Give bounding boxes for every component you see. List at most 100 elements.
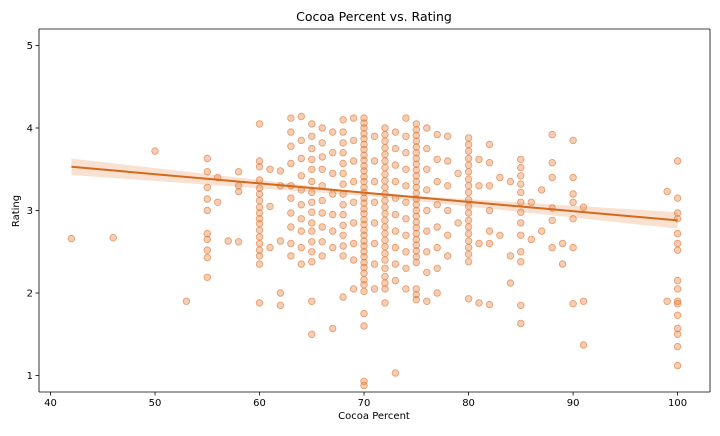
data-point <box>412 229 420 238</box>
data-point <box>412 200 420 209</box>
data-point <box>339 139 347 147</box>
data-point <box>360 269 368 277</box>
data-point <box>297 260 305 268</box>
data-point <box>308 219 316 227</box>
data-point <box>569 190 577 198</box>
data-point <box>517 248 525 256</box>
data-point <box>308 144 316 153</box>
data-point <box>538 227 546 235</box>
data-point <box>339 242 347 250</box>
data-point <box>412 177 420 186</box>
data-point <box>506 279 515 287</box>
data-point <box>339 148 347 157</box>
data-point <box>381 256 389 264</box>
data-point <box>381 236 389 244</box>
data-point <box>464 229 473 238</box>
data-point <box>349 219 358 227</box>
data-point <box>485 239 494 248</box>
data-point <box>255 196 264 205</box>
data-point <box>464 237 473 245</box>
data-point <box>329 227 337 235</box>
data-point <box>297 136 305 145</box>
data-point <box>464 202 473 211</box>
data-point <box>464 161 473 169</box>
data-point <box>381 249 389 258</box>
data-point <box>255 163 264 171</box>
data-point <box>402 165 410 173</box>
data-point <box>485 227 494 235</box>
data-point <box>506 177 515 186</box>
data-point <box>276 167 285 175</box>
data-point <box>412 172 420 180</box>
regression-line <box>71 165 678 222</box>
data-point <box>402 182 410 190</box>
data-point <box>297 243 305 252</box>
data-point <box>329 324 337 333</box>
data-point <box>255 299 264 307</box>
data-point <box>496 231 504 239</box>
data-point <box>349 198 358 206</box>
data-point <box>276 237 285 245</box>
data-point <box>423 206 431 215</box>
data-point <box>109 233 117 242</box>
data-point <box>381 229 389 238</box>
data-point <box>308 238 316 246</box>
data-point <box>360 309 368 318</box>
data-point <box>360 242 368 250</box>
data-point <box>349 256 358 264</box>
data-point <box>548 158 556 167</box>
data-point <box>339 200 347 209</box>
data-point <box>412 218 420 226</box>
data-point <box>182 297 191 305</box>
data-point <box>287 209 295 217</box>
data-point <box>255 226 264 234</box>
data-point <box>360 322 368 330</box>
data-point <box>339 169 347 178</box>
data-point <box>360 177 368 186</box>
data-point <box>339 231 347 239</box>
data-point <box>485 158 494 167</box>
data-point <box>360 263 368 272</box>
data-point <box>402 132 410 140</box>
data-point <box>673 330 682 338</box>
data-point <box>464 167 473 176</box>
data-point <box>297 172 305 180</box>
data-point <box>402 264 410 272</box>
data-point <box>203 167 211 176</box>
data-point <box>360 145 368 154</box>
data-point <box>360 167 368 175</box>
data-point <box>391 260 400 268</box>
data-point <box>381 210 389 218</box>
data-point <box>203 273 211 281</box>
chart-title: Cocoa Percent vs. Rating <box>296 9 452 24</box>
data-point <box>255 184 264 192</box>
data-point <box>391 276 400 285</box>
data-point <box>370 219 379 227</box>
data-point <box>360 220 368 229</box>
data-point <box>444 206 452 215</box>
data-point <box>517 155 525 164</box>
data-point <box>569 243 577 252</box>
data-point <box>558 260 567 268</box>
data-point <box>412 183 420 192</box>
data-point <box>673 276 682 285</box>
y-tick-label: 1 <box>27 371 33 382</box>
data-point <box>381 183 389 192</box>
data-point <box>297 154 305 163</box>
data-point <box>308 120 316 128</box>
data-point <box>308 198 316 206</box>
data-point <box>381 196 389 205</box>
data-point <box>339 293 347 301</box>
data-point <box>381 264 389 272</box>
data-point <box>423 186 431 194</box>
data-point <box>349 157 358 165</box>
data-point <box>370 260 379 268</box>
y-tick-label: 3 <box>27 206 33 217</box>
data-point <box>412 148 420 157</box>
data-point <box>464 216 473 225</box>
data-point <box>391 227 400 235</box>
data-point <box>329 169 337 178</box>
data-point <box>464 182 473 190</box>
data-point <box>360 287 368 296</box>
data-point <box>266 165 274 173</box>
